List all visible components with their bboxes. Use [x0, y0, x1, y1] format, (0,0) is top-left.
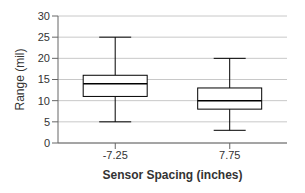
svg-text:25: 25 — [38, 31, 50, 43]
svg-text:7.75: 7.75 — [219, 149, 240, 161]
svg-text:10: 10 — [38, 95, 50, 107]
svg-text:Range (mil): Range (mil) — [13, 48, 27, 110]
svg-text:-7.25: -7.25 — [103, 149, 128, 161]
svg-text:0: 0 — [44, 137, 50, 149]
svg-text:30: 30 — [38, 10, 50, 22]
svg-text:20: 20 — [38, 52, 50, 64]
svg-text:15: 15 — [38, 73, 50, 85]
svg-text:Sensor Spacing (inches): Sensor Spacing (inches) — [102, 168, 242, 182]
svg-text:5: 5 — [44, 116, 50, 128]
